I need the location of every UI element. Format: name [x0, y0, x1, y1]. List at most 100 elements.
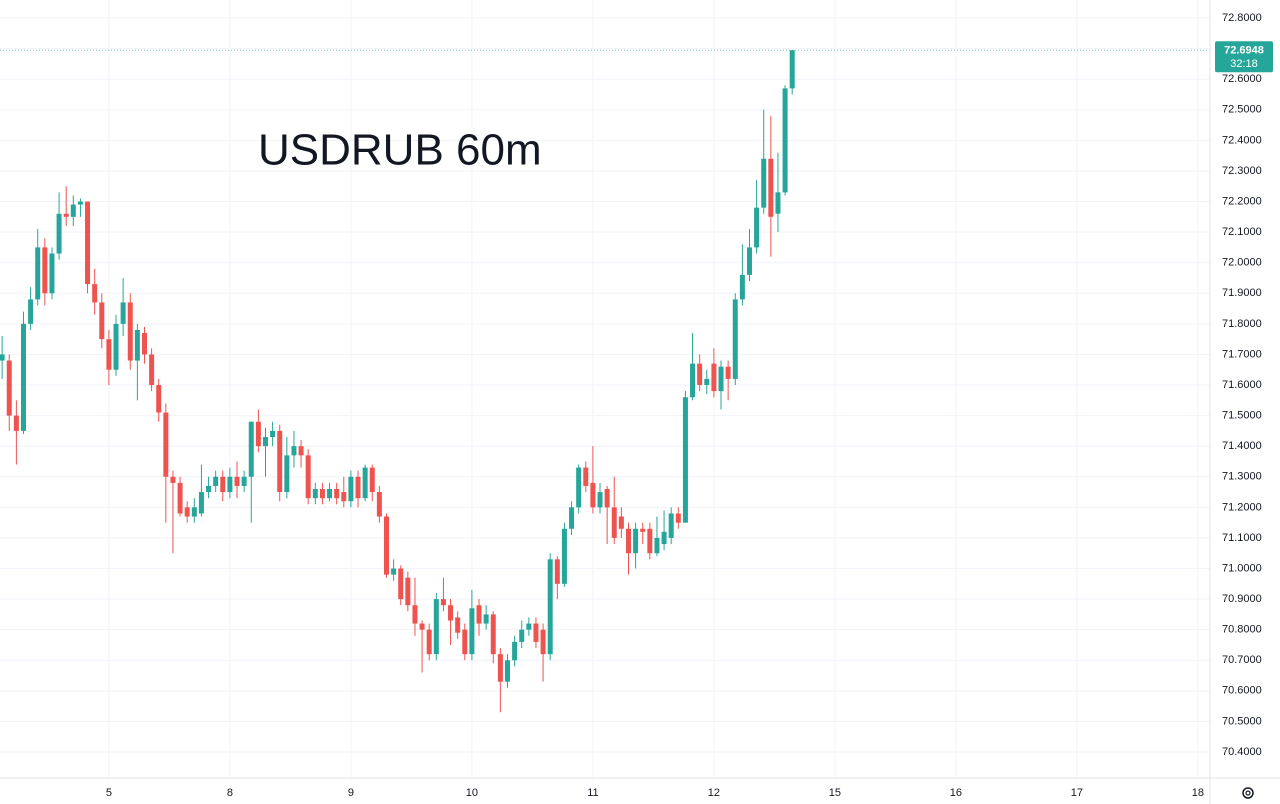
y-tick-label: 72.0000 — [1222, 257, 1262, 269]
settings-icon[interactable] — [1242, 787, 1254, 799]
candle-body — [654, 537, 660, 554]
candle-body — [49, 253, 55, 294]
candle-body — [56, 213, 62, 254]
candle-body — [391, 568, 397, 575]
candle-body — [405, 577, 411, 606]
candle-body — [198, 492, 204, 514]
candle-body — [668, 513, 674, 538]
candle-body — [761, 158, 767, 208]
candle-body — [725, 366, 731, 379]
candle-body — [13, 415, 19, 431]
candle-body — [682, 397, 688, 523]
candle-body — [277, 430, 283, 493]
candle-body — [156, 385, 162, 413]
candle-body — [163, 412, 169, 477]
candle-body — [298, 446, 304, 456]
y-tick-label: 71.3000 — [1222, 471, 1262, 483]
candle-body — [334, 489, 340, 499]
candle-body — [789, 50, 795, 89]
candle-body — [754, 207, 760, 248]
y-tick-label: 72.4000 — [1222, 134, 1262, 146]
candle-body — [341, 492, 347, 502]
gear-hub[interactable] — [1245, 790, 1251, 796]
candle-body — [690, 363, 696, 398]
candle-body — [141, 333, 147, 355]
candle-body — [469, 608, 475, 655]
candle-body — [362, 467, 368, 499]
candle-body — [554, 559, 560, 584]
y-tick-label: 70.8000 — [1222, 624, 1262, 636]
price-tag-countdown: 32:18 — [1230, 58, 1258, 70]
candle-body — [704, 378, 710, 386]
candle-body — [20, 323, 26, 431]
y-tick-label: 71.8000 — [1222, 318, 1262, 330]
candle-body — [732, 299, 738, 379]
candle-body — [533, 623, 539, 642]
gear[interactable] — [1242, 787, 1254, 799]
price-tag — [1215, 41, 1273, 73]
candle-body — [633, 528, 639, 554]
y-tick-label: 70.9000 — [1222, 593, 1262, 605]
candle-body — [569, 507, 575, 529]
candle-body — [526, 623, 532, 630]
price-tag-value: 72.6948 — [1224, 45, 1264, 57]
candle-body — [92, 284, 98, 303]
y-tick-label: 72.1000 — [1222, 226, 1262, 238]
x-tick-label: 11 — [587, 787, 598, 799]
candle-body — [718, 366, 724, 392]
x-tick-label: 9 — [348, 787, 354, 799]
y-tick-label: 70.6000 — [1222, 685, 1262, 697]
candle-body — [213, 476, 219, 486]
candle-body — [0, 354, 5, 361]
candle-body — [625, 528, 631, 554]
x-tick-label: 8 — [227, 787, 233, 799]
candle-body — [42, 247, 48, 294]
x-tick-label: 16 — [950, 787, 962, 799]
candle-body — [177, 482, 183, 514]
candle-body — [99, 302, 105, 340]
y-tick-label: 70.4000 — [1222, 746, 1262, 758]
candle-body — [319, 489, 325, 499]
y-tick-label: 72.6000 — [1222, 73, 1262, 85]
candle-body — [504, 660, 510, 682]
x-tick-label: 17 — [1071, 787, 1083, 799]
candle-body — [63, 213, 69, 217]
candle-body — [270, 430, 276, 438]
y-tick-label: 70.5000 — [1222, 715, 1262, 727]
candle-body — [547, 559, 553, 655]
candle-body — [561, 528, 567, 584]
candle-body — [583, 467, 589, 486]
candle-body — [106, 339, 112, 370]
candle-body — [540, 629, 546, 655]
candle-body — [448, 605, 454, 621]
candle-body — [476, 605, 482, 624]
candle-body — [134, 329, 140, 361]
candle-body — [184, 507, 190, 517]
candle-body — [85, 201, 91, 285]
candle-body — [775, 192, 781, 214]
y-tick-label: 72.8000 — [1222, 12, 1262, 24]
candle-body — [6, 360, 12, 416]
y-tick-label: 71.1000 — [1222, 532, 1262, 544]
y-tick-label: 71.5000 — [1222, 410, 1262, 422]
candle-body — [768, 158, 774, 217]
candle-body — [255, 421, 261, 447]
x-tick-label: 12 — [708, 787, 720, 799]
candle-body — [739, 274, 745, 300]
candle-body — [127, 302, 133, 361]
candle-body — [248, 421, 254, 477]
candle-body — [647, 528, 653, 554]
candle-body — [604, 489, 610, 508]
candle-body — [512, 641, 518, 661]
candle-body — [426, 629, 432, 655]
candle-body — [483, 614, 489, 624]
candle-body — [312, 489, 318, 499]
candle-body — [355, 476, 361, 499]
y-tick-label: 71.9000 — [1222, 287, 1262, 299]
candle-body — [28, 299, 34, 324]
y-tick-label: 72.5000 — [1222, 104, 1262, 116]
candle-body — [327, 489, 333, 499]
candle-body — [262, 437, 268, 447]
candle-body — [440, 599, 446, 606]
